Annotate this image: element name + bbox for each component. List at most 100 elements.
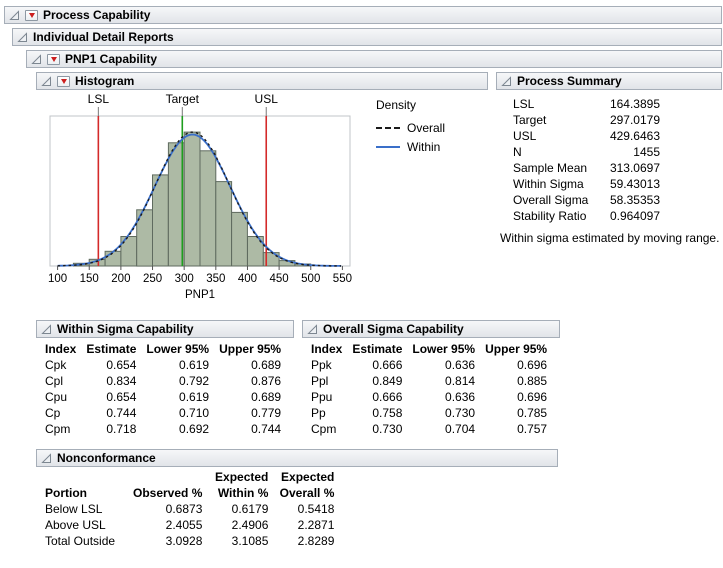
table-cell: 429.6463 [609,129,660,143]
histogram-panel: Histogram LSL Target USL 100 150 200 250 300 350… [36,72,488,306]
legend-entry-overall[interactable]: Overall [376,121,445,135]
table-cell: 2.2871 [297,518,335,532]
legend-label-overall: Overall [407,121,446,135]
table-cell: Overall Sigma [513,193,589,207]
legend-entry-within[interactable]: Within [376,140,445,154]
outline-header-nonconformance[interactable]: Nonconformance [36,449,558,467]
table-cell: 0.696 [517,358,548,372]
overall-curve-sample-icon [376,127,400,129]
nonconformance-panel: Nonconformance Expected Expected [36,449,558,549]
column-header: Within % [217,486,269,500]
table-cell: 0.834 [106,374,137,388]
table-row: Ppl 0.849 0.814 0.885 [306,373,552,389]
table-cell: 0.876 [251,374,282,388]
process-capability-report: Process Capability Individual Detail Rep… [0,0,723,549]
table-cell: 0.6179 [231,502,269,516]
disclosure-open-icon[interactable] [41,452,52,464]
overall-capability-table: Index Estimate Lower 95% Upper 95% Ppk 0.… [306,341,552,437]
column-header: Upper 95% [485,342,548,356]
table-cell: Cpm [45,422,71,436]
column-header: Expected [281,470,335,484]
within-capability-table: Index Estimate Lower 95% Upper 95% Cpk 0.… [40,341,286,437]
table-cell: 0.704 [445,422,476,436]
red-triangle-menu-icon[interactable] [57,75,70,87]
svg-text:350: 350 [206,273,225,285]
svg-text:LSL: LSL [88,92,110,106]
outline-header-within-sigma-capability[interactable]: Within Sigma Capability [36,320,294,338]
outline-title: Nonconformance [57,451,156,465]
histogram-plot[interactable]: LSL Target USL 100 150 200 250 300 350 400 450 500 5… [36,92,368,306]
table-cell: Pp [311,406,326,420]
outline-title: Process Summary [517,74,622,88]
table-cell: 313.0697 [609,161,660,175]
table-cell: 0.696 [517,390,548,404]
table-row: Within Sigma 59.43013 [508,176,665,192]
table-cell: 0.692 [179,422,210,436]
table-row: Cpm 0.718 0.692 0.744 [40,421,286,437]
disclosure-open-icon[interactable] [41,323,52,335]
svg-text:USL: USL [255,92,279,106]
within-curve-sample-icon [376,146,400,148]
disclosure-open-icon[interactable] [41,75,52,87]
outline-header-pnp1-capability[interactable]: PNP1 Capability [26,50,722,68]
table-cell: 0.718 [106,422,137,436]
red-triangle-menu-icon[interactable] [47,53,60,65]
svg-text:Target: Target [166,92,200,106]
outline-header-process-capability[interactable]: Process Capability [4,6,722,24]
table-cell: 0.636 [445,358,476,372]
table-cell: Ppu [311,390,333,404]
table-cell: Cpu [45,390,68,404]
outline-title: Individual Detail Reports [33,30,174,44]
table-cell: 0.666 [372,358,403,372]
table-header-row: Index Estimate Lower 95% Upper 95% [40,341,286,357]
overall-sigma-capability-panel: Overall Sigma Capability Index Estimate … [302,320,560,437]
disclosure-open-icon[interactable] [31,53,42,65]
column-header: Expected [215,470,269,484]
svg-text:250: 250 [143,273,162,285]
table-cell: Below LSL [45,502,103,516]
svg-text:150: 150 [80,273,99,285]
table-cell: 2.8289 [297,534,335,548]
table-cell: USL [513,129,537,143]
table-cell: N [513,145,522,159]
column-header: Index [45,342,77,356]
table-cell: 2.4055 [165,518,203,532]
column-header [128,469,207,485]
table-row: Stability Ratio 0.964097 [508,208,665,224]
section-pnp1-capability: PNP1 Capability Histogram LSL Target USL 10… [26,50,722,549]
outline-title: Overall Sigma Capability [323,322,464,336]
table-cell: 0.964097 [609,209,660,223]
disclosure-open-icon[interactable] [17,31,28,43]
table-cell: Cp [45,406,61,420]
table-cell: 0.730 [445,406,476,420]
table-cell: 297.0179 [609,113,660,127]
table-row: Cpk 0.654 0.619 0.689 [40,357,286,373]
table-row: Target 297.0179 [508,112,665,128]
histogram-legend: Density Overall Within [376,98,445,306]
table-cell: Within Sigma [513,177,584,191]
outline-header-overall-sigma-capability[interactable]: Overall Sigma Capability [302,320,560,338]
process-summary-panel: Process Summary LSL 164.3895 Target 297.017… [496,72,722,245]
outline-header-histogram[interactable]: Histogram [36,72,488,90]
outline-title: PNP1 Capability [65,52,158,66]
outline-title: Histogram [75,74,135,88]
column-header: Upper 95% [219,342,282,356]
table-row: Sample Mean 313.0697 [508,160,665,176]
table-cell: LSL [513,97,535,111]
table-cell: 0.744 [106,406,137,420]
table-row: Cpl 0.834 0.792 0.876 [40,373,286,389]
table-cell: 1455 [633,145,660,159]
table-cell: Stability Ratio [513,209,587,223]
table-cell: 3.1085 [231,534,269,548]
disclosure-open-icon[interactable] [501,75,512,87]
outline-header-individual-detail-reports[interactable]: Individual Detail Reports [12,28,722,46]
disclosure-open-icon[interactable] [9,9,20,21]
svg-text:200: 200 [111,273,130,285]
table-cell: 0.792 [179,374,210,388]
outline-title: Process Capability [43,8,151,22]
disclosure-open-icon[interactable] [307,323,318,335]
outline-header-process-summary[interactable]: Process Summary [496,72,722,90]
red-triangle-menu-icon[interactable] [25,9,38,21]
table-cell: 0.758 [372,406,403,420]
table-cell: 2.4906 [231,518,269,532]
